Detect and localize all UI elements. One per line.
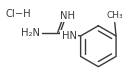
Text: CH₃: CH₃	[106, 11, 123, 20]
Text: Cl−H: Cl−H	[5, 9, 31, 19]
Text: HN: HN	[62, 31, 77, 41]
Text: H₂N: H₂N	[21, 28, 40, 38]
Text: NH: NH	[60, 11, 76, 21]
